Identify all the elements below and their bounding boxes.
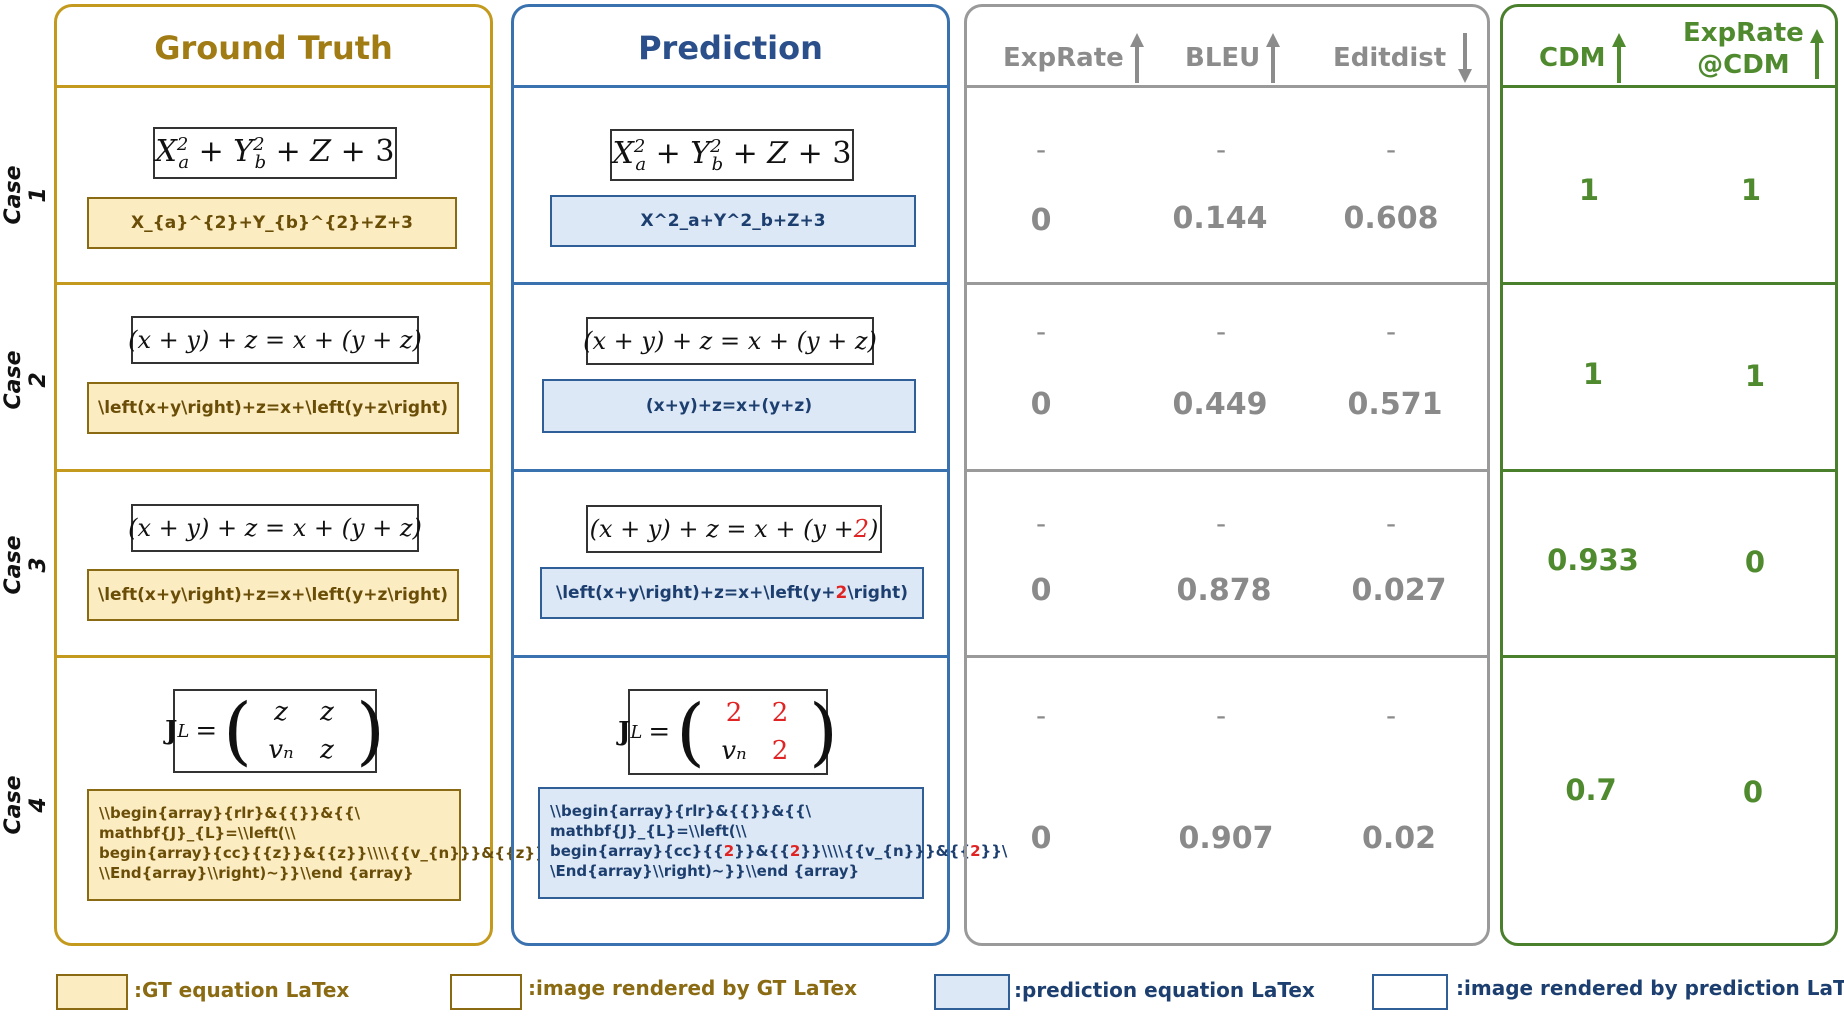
legend-pred-image-label: :image rendered by prediction LaTex: [1456, 976, 1844, 1000]
gt-render-case2: (x + y) + z = x + (y + z): [128, 316, 422, 364]
case-label-1: Case 1: [1, 165, 51, 225]
pred-render-case2: (x + y) + z = x + (y + z): [583, 317, 877, 365]
dash-c4-exprate: -: [1035, 699, 1047, 732]
arrow-up-icon: [1809, 29, 1824, 79]
pred-render-case1: X2a + Y2b + Z + 3: [610, 129, 854, 181]
editdist-header: Editdist: [1333, 33, 1473, 83]
gt-latex-case4: \\begin{array}{rlr}&{{}}&{{\ mathbf{J}_{L…: [87, 789, 546, 901]
c2-exprate: 0: [1030, 387, 1052, 422]
c4-editdist: 0.02: [1361, 821, 1437, 856]
c1-exprate-cdm: 1: [1740, 173, 1762, 207]
gt-latex-case3: \left(x+y\right)+z=x+\left(y+z\right): [87, 569, 459, 621]
case-label-2: Case 2: [1, 350, 51, 410]
c4-exprate-cdm: 0: [1742, 775, 1764, 809]
dash-c2-exprate: -: [1035, 315, 1047, 348]
arrow-up-icon: [1611, 33, 1626, 83]
legend-pred-image-swatch: [1372, 974, 1448, 1010]
dash-c4-bleu: -: [1215, 699, 1227, 732]
gt-render-case1: X2a + Y2b + Z + 3: [153, 127, 397, 179]
arrow-up-icon: [1266, 33, 1281, 83]
ground-truth-title: Ground Truth: [154, 29, 393, 67]
legend-gt-latex-label: :GT equation LaTex: [134, 978, 350, 1002]
c1-editdist: 0.608: [1343, 201, 1439, 236]
prediction-title: Prediction: [638, 29, 823, 67]
pred-latex-case1: X^2_a+Y^2_b+Z+3: [550, 195, 916, 247]
dash-c4-edit: -: [1385, 699, 1397, 732]
c3-editdist: 0.027: [1351, 573, 1447, 608]
c4-exprate: 0: [1030, 821, 1052, 856]
c4-bleu: 0.907: [1178, 821, 1274, 856]
dash-c3-bleu: -: [1215, 507, 1227, 540]
c1-exprate: 0: [1030, 203, 1052, 238]
pred-render-case3: (x + y) + z = x + (y + 2): [586, 505, 882, 553]
legend-gt-image-swatch: [450, 974, 522, 1010]
c1-bleu: 0.144: [1172, 201, 1268, 236]
pred-latex-case4: \\begin{array}{rlr}&{{}}&{{\ mathbf{J}_{L…: [538, 787, 1007, 899]
pred-latex-case2: (x+y)+z=x+(y+z): [542, 379, 916, 433]
c3-cdm: 0.933: [1547, 543, 1639, 577]
dash-c1-bleu: -: [1215, 133, 1227, 166]
c3-exprate: 0: [1030, 573, 1052, 608]
prediction-panel: Prediction X2a + Y2b + Z + 3 X^2_a+Y^2_b…: [511, 4, 1007, 946]
c2-bleu: 0.449: [1172, 387, 1268, 422]
dash-c3-exprate: -: [1035, 507, 1047, 540]
gt-latex-case1: X_{a}^{2}+Y_{b}^{2}+Z+3: [87, 197, 457, 249]
legend-pred-latex-label: :prediction equation LaTex: [1014, 978, 1315, 1002]
c2-editdist: 0.571: [1347, 387, 1443, 422]
dash-c1-edit: -: [1385, 133, 1397, 166]
case-label-4: Case 4: [1, 775, 51, 835]
c1-cdm: 1: [1578, 173, 1600, 207]
case-label-3: Case 3: [1, 535, 51, 595]
exprate-header: ExpRate: [1003, 33, 1144, 83]
bleu-header: BLEU: [1185, 33, 1281, 83]
ground-truth-panel: Ground Truth X2a + Y2b + Z + 3 X_{a}^{2}…: [54, 4, 546, 946]
arrow-down-icon: [1458, 33, 1473, 83]
c2-cdm: 1: [1582, 357, 1604, 391]
dash-c2-bleu: -: [1215, 315, 1227, 348]
pred-latex-case3: \left(x+y\right)+z=x+\left(y+ 2 \right): [540, 567, 924, 619]
gt-render-case3: (x + y) + z = x + (y + z): [128, 504, 422, 552]
dash-c3-edit: -: [1385, 507, 1397, 540]
legend-pred-latex-swatch: [934, 974, 1010, 1010]
c3-bleu: 0.878: [1176, 573, 1272, 608]
exprate-cdm-header: ExpRate @CDM: [1683, 17, 1824, 81]
cdm-panel: CDM ExpRate @CDM 1 1 1 1 0.933 0 0.7 0: [1500, 4, 1838, 946]
arrow-up-icon: [1129, 33, 1144, 83]
legend-gt-latex-swatch: [56, 974, 128, 1010]
dash-c1-exprate: -: [1035, 133, 1047, 166]
cdm-header: CDM: [1539, 33, 1626, 83]
c3-exprate-cdm: 0: [1744, 545, 1766, 579]
gt-latex-case2: \left(x+y\right)+z=x+\left(y+z\right): [87, 382, 459, 434]
dash-c2-edit: -: [1385, 315, 1397, 348]
c2-exprate-cdm: 1: [1744, 359, 1766, 393]
metrics-panel: ExpRate BLEU Editdist - - - - - - - - - …: [964, 4, 1490, 946]
legend-gt-image-label: :image rendered by GT LaTex: [528, 976, 857, 1000]
c4-cdm: 0.7: [1565, 773, 1617, 807]
